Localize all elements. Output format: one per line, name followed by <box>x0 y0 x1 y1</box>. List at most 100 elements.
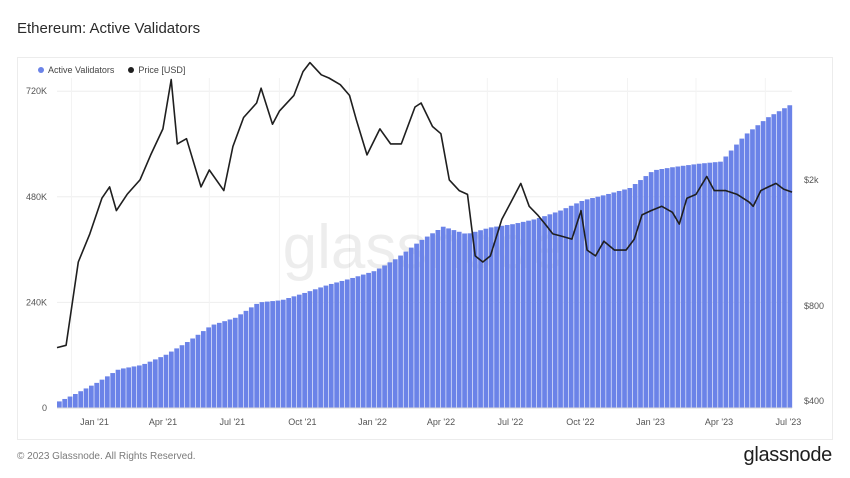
validator-bar <box>334 282 339 408</box>
validator-bar <box>643 176 649 408</box>
validator-bar <box>318 287 323 408</box>
validator-bar <box>718 161 723 408</box>
validator-bar <box>392 259 398 408</box>
validator-bar <box>163 354 169 408</box>
validator-bar <box>158 357 164 408</box>
validator-bar <box>355 276 361 408</box>
validator-bar <box>152 359 158 408</box>
x-tick-label: Apr '21 <box>149 417 177 427</box>
validator-bar <box>654 169 659 408</box>
validator-bar <box>563 208 569 408</box>
validator-bar <box>328 283 334 408</box>
legend-swatch-icon <box>128 67 135 73</box>
validator-bar <box>670 167 675 408</box>
y-left-tick-label: 240K <box>26 297 47 307</box>
validator-bar <box>259 302 265 408</box>
validator-bar <box>782 108 787 408</box>
validator-bar <box>376 268 382 408</box>
validator-bar <box>238 314 244 408</box>
validator-bar <box>232 317 238 408</box>
validator-bar <box>472 231 478 408</box>
validator-bar <box>408 247 414 408</box>
validator-bar <box>83 388 89 408</box>
validator-bar <box>323 285 329 408</box>
validator-bar <box>499 225 505 408</box>
validator-bar <box>387 262 393 408</box>
validator-bar <box>120 368 126 408</box>
validator-bar <box>616 190 622 408</box>
validator-bar <box>307 291 313 408</box>
validator-bar <box>270 301 275 408</box>
x-tick-label: Jul '21 <box>219 417 245 427</box>
validator-bar <box>750 129 755 409</box>
validator-bar <box>766 117 771 408</box>
y-left-tick-label: 480K <box>26 192 47 202</box>
validator-bar <box>440 226 446 408</box>
copyright-text: © 2023 Glassnode. All Rights Reserved. <box>17 451 196 462</box>
validator-bar <box>414 243 419 408</box>
legend-item-active-validators[interactable]: Active Validators <box>38 65 114 75</box>
legend-label: Active Validators <box>48 65 115 75</box>
validator-bar <box>179 345 185 408</box>
validator-bar <box>286 298 291 408</box>
validator-bar <box>664 168 670 408</box>
validator-bar <box>190 338 196 408</box>
validator-bar <box>696 163 702 408</box>
validator-bar <box>515 223 521 408</box>
validator-bar <box>280 299 286 408</box>
validator-bar <box>195 334 201 408</box>
validator-bar <box>584 199 590 408</box>
validator-bar <box>723 156 729 408</box>
validator-bar <box>659 169 665 408</box>
validator-bar <box>403 251 409 408</box>
validator-bar <box>478 230 483 408</box>
legend-swatch-icon <box>38 67 44 73</box>
validator-bar <box>131 366 137 408</box>
y-right-tick-label: $800 <box>804 301 824 311</box>
x-tick-label: Jan '21 <box>80 417 109 427</box>
x-tick-label: Oct '21 <box>288 417 316 427</box>
validator-bar <box>382 265 387 408</box>
validator-bar <box>595 196 601 408</box>
validator-bar <box>430 233 435 408</box>
validator-bar <box>552 212 558 408</box>
chart-panel <box>17 57 833 440</box>
validator-bar <box>611 192 617 408</box>
validator-bar <box>350 277 355 408</box>
validator-bar <box>419 239 425 408</box>
validator-bar <box>174 348 180 408</box>
validator-bar <box>627 188 633 408</box>
validator-bar <box>435 230 441 408</box>
validator-bar <box>606 193 611 408</box>
validator-bar <box>467 233 473 408</box>
validator-bar <box>638 180 643 408</box>
y-left-tick-label: 720K <box>26 86 47 96</box>
validator-bar <box>776 111 782 409</box>
validator-bar <box>744 133 750 408</box>
validator-bar <box>568 205 574 408</box>
validator-bar <box>451 230 457 408</box>
validator-bar <box>542 216 547 408</box>
validator-bar <box>254 303 260 408</box>
validator-bar <box>488 227 494 408</box>
price-line <box>56 61 793 349</box>
validator-bar <box>344 279 350 408</box>
y-right-tick-label: $2k <box>804 175 819 185</box>
validator-bar <box>520 221 526 408</box>
validator-bar <box>94 382 100 408</box>
validator-bar <box>536 218 542 408</box>
validator-bar <box>168 351 174 408</box>
validator-bar <box>398 255 403 408</box>
validator-bar <box>339 280 345 408</box>
validator-bar <box>600 195 606 408</box>
y-left-tick-label: 0 <box>42 403 47 413</box>
validator-bar <box>275 300 281 408</box>
validator-bar <box>734 144 739 408</box>
legend-item-price[interactable]: Price [USD] <box>128 65 185 75</box>
validator-bar <box>574 203 579 408</box>
validator-bar <box>622 189 627 408</box>
validator-bar <box>142 363 148 408</box>
validator-bar <box>200 331 206 408</box>
validator-bar <box>62 398 68 408</box>
